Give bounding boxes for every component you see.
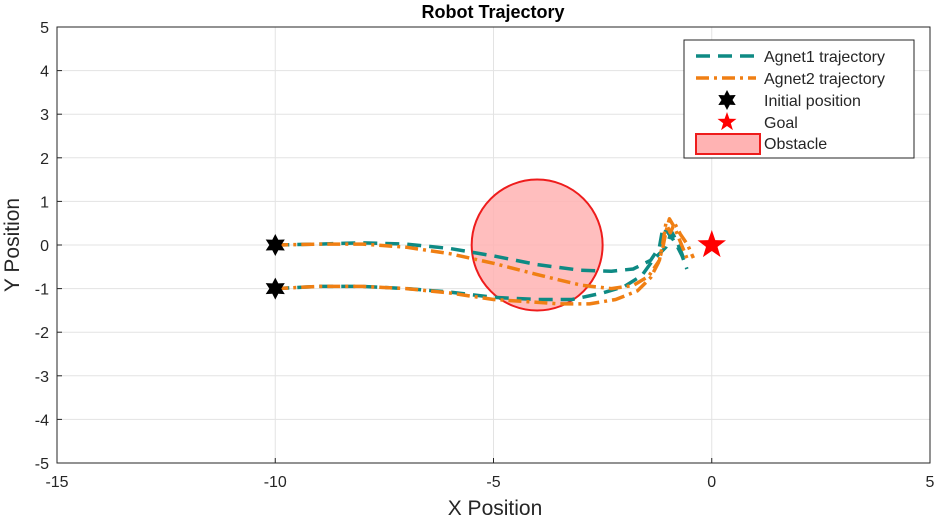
goal-marker	[697, 230, 726, 258]
legend-label-agent2: Agnet2 trajectory	[764, 71, 885, 88]
y-tick-label: 4	[40, 64, 49, 81]
x-axis-ticks: -15 -10 -5 0 5	[45, 458, 935, 491]
y-tick-label: -5	[35, 456, 49, 473]
agent2-trajectory-line-1	[275, 221, 696, 291]
trajectory-series	[275, 217, 696, 306]
chart-title: Robot Trajectory	[421, 2, 564, 22]
initial-position-marker-2	[265, 277, 285, 300]
y-tick-label: 0	[40, 238, 49, 255]
y-tick-label: -4	[35, 412, 49, 429]
x-axis-label: X Position	[448, 497, 543, 519]
legend: Agnet1 trajectory Agnet2 trajectory Init…	[683, 39, 915, 159]
y-axis-ticks: -5 -4 -3 -2 -1 0 1 2 3 4 5	[35, 20, 62, 473]
legend-label-agent1: Agnet1 trajectory	[764, 49, 885, 66]
agent1-trajectory-line-1	[275, 225, 689, 273]
agent2-trajectory-line-2	[275, 217, 690, 306]
x-tick-label: 0	[707, 474, 716, 491]
y-tick-label: -2	[35, 325, 49, 342]
legend-swatch-initial-position	[718, 90, 736, 110]
x-tick-label: -5	[486, 474, 500, 491]
y-tick-label: 3	[40, 107, 49, 124]
y-axis-label: Y Position	[1, 198, 24, 292]
obstacle-circle	[470, 178, 604, 312]
legend-label-obstacle: Obstacle	[764, 136, 827, 153]
initial-position-marker-1	[265, 234, 285, 256]
legend-swatch-goal	[717, 112, 737, 131]
y-tick-label: 1	[40, 194, 49, 211]
position-markers	[265, 230, 726, 300]
y-tick-label: 5	[40, 20, 49, 37]
x-tick-label: -15	[45, 474, 68, 491]
x-tick-label: 5	[926, 474, 935, 491]
legend-label-initial-position: Initial position	[764, 93, 861, 110]
x-tick-label: -10	[264, 474, 287, 491]
y-tick-label: 2	[40, 151, 49, 168]
y-tick-label: -3	[35, 369, 49, 386]
legend-label-goal: Goal	[764, 115, 798, 132]
y-tick-label: -1	[35, 282, 49, 299]
legend-swatch-obstacle	[695, 133, 761, 155]
